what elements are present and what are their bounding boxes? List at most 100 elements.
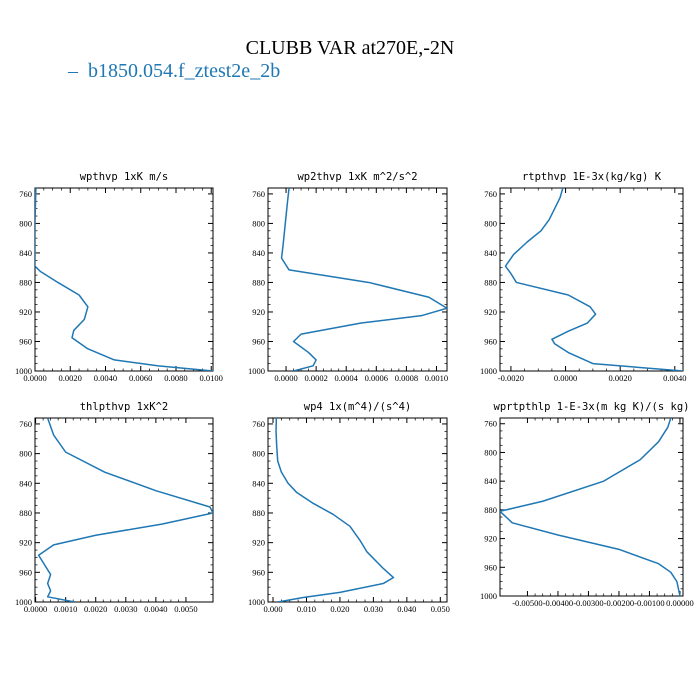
x-tick-label: -0.00400 — [543, 598, 573, 608]
y-tick-label: 920 — [484, 534, 497, 544]
y-tick-label: 1000 — [248, 597, 265, 607]
y-tick-label: 960 — [252, 336, 265, 346]
y-tick-label: 840 — [484, 476, 497, 486]
y-tick-label: 880 — [484, 505, 497, 515]
y-tick-label: 880 — [252, 277, 265, 287]
x-tick-label: 0.040 — [397, 604, 416, 614]
y-tick-label: 1000 — [15, 597, 32, 607]
y-tick-label: 800 — [252, 218, 265, 228]
y-tick-label: 880 — [484, 277, 497, 287]
y-tick-label: 960 — [484, 562, 497, 572]
plot-frame — [34, 187, 214, 372]
y-tick-label: 760 — [484, 189, 497, 199]
y-tick-label: 840 — [19, 248, 32, 258]
series-line — [37, 418, 213, 602]
x-tick-label: 0.0002 — [304, 373, 327, 383]
x-tick-label: 0.0004 — [335, 373, 359, 383]
x-tick-label: 0.030 — [364, 604, 383, 614]
x-tick-label: 0.0100 — [200, 373, 223, 383]
plot-grid: wpthvp 1xK m/s76080084088092096010000.00… — [15, 171, 694, 614]
panel-title: thlpthvp 1xK^2 — [80, 401, 169, 413]
figure-title: CLUBB VAR at270E,-2N — [246, 37, 455, 59]
panel-2: wp2thvp 1xK m^2/s^2 760 800 840 880 920 960 100… — [248, 171, 448, 383]
y-tick-label: 920 — [484, 307, 497, 317]
x-tick-label: 0.0010 — [54, 604, 77, 614]
x-tick-label: 0.000 — [263, 604, 282, 614]
plot-frame — [267, 417, 448, 603]
panel-title: wprtpthlp 1-E-3x(m kg K)/(s kg) — [494, 401, 690, 413]
y-tick-label: 880 — [252, 508, 265, 518]
x-tick-label: 0.0030 — [114, 604, 137, 614]
y-tick-label: 1000 — [480, 366, 497, 376]
y-tick-label: 1000 — [480, 591, 497, 601]
y-tick-label: 760 — [252, 189, 265, 199]
plot-frame — [499, 187, 684, 372]
y-tick-label: 920 — [252, 307, 265, 317]
panel-3: rtpthvp 1E-3x(kg/kg) K 760 800 840 880 920 960… — [480, 171, 686, 383]
x-tick-label: 0.050 — [431, 604, 450, 614]
y-tick-label: 760 — [252, 419, 265, 429]
x-tick-label: -0.00200 — [604, 598, 634, 608]
y-tick-label: 840 — [252, 478, 265, 488]
panel-title: wp4 1x(m^4)/(s^4) — [304, 401, 411, 413]
y-tick-label: 800 — [252, 449, 265, 459]
x-tick-label: -0.0020 — [498, 373, 524, 383]
panel-6: wprtpthlp 1-E-3x(m kg K)/(s kg) 760 800 840… — [480, 401, 694, 608]
x-tick-label: 0.0000 — [274, 373, 297, 383]
x-tick-label: 0.0020 — [59, 373, 82, 383]
panel-5: wp4 1x(m^4)/(s^4)76080084088092096010000… — [248, 401, 450, 614]
plot-frame — [267, 187, 448, 372]
panel-title: wpthvp 1xK m/s — [80, 171, 169, 183]
y-tick-label: 800 — [484, 218, 497, 228]
x-tick-label: 0.0080 — [164, 373, 187, 383]
series-line — [35, 188, 213, 371]
y-tick-label: 840 — [252, 248, 265, 258]
y-tick-label: 920 — [19, 307, 32, 317]
y-tick-label: 800 — [484, 447, 497, 457]
x-tick-label: -0.00500 — [512, 598, 542, 608]
x-tick-label: 0.00000 — [666, 598, 694, 608]
y-tick-label: 840 — [19, 478, 32, 488]
legend: – b1850.054.f_ztest2e_2b — [67, 60, 280, 82]
series-line — [504, 188, 683, 371]
legend-line-marker: – — [67, 60, 79, 82]
x-tick-label: 0.0000 — [23, 373, 46, 383]
panel-1: wpthvp 1xK m/s76080084088092096010000.00… — [15, 171, 223, 383]
y-tick-label: 1000 — [248, 366, 265, 376]
y-tick-label: 880 — [19, 277, 32, 287]
y-tick-label: 920 — [19, 538, 32, 548]
y-tick-label: 880 — [19, 508, 32, 518]
x-tick-label: 0.0010 — [425, 373, 448, 383]
x-tick-label: 0.0006 — [365, 373, 388, 383]
x-tick-label: 0.0000 — [554, 373, 577, 383]
y-tick-label: 920 — [252, 538, 265, 548]
y-tick-label: 800 — [19, 449, 32, 459]
panel-4: thlpthvp 1xK^276080084088092096010000.00… — [15, 401, 214, 614]
x-tick-label: 0.0040 — [663, 373, 686, 383]
y-tick-label: 960 — [252, 567, 265, 577]
series-line — [280, 188, 447, 371]
x-tick-label: 0.0008 — [395, 373, 418, 383]
x-tick-label: 0.0050 — [174, 604, 197, 614]
y-tick-label: 760 — [19, 419, 32, 429]
panel-title: rtpthvp 1E-3x(kg/kg) K — [522, 171, 662, 183]
x-tick-label: 0.020 — [330, 604, 349, 614]
x-tick-label: 0.0000 — [24, 604, 47, 614]
x-tick-label: 0.0020 — [84, 604, 107, 614]
x-tick-label: 0.0040 — [94, 373, 117, 383]
x-tick-label: 0.0020 — [608, 373, 631, 383]
legend-label: b1850.054.f_ztest2e_2b — [88, 60, 280, 82]
x-tick-label: 0.0040 — [144, 604, 167, 614]
y-tick-label: 840 — [484, 248, 497, 258]
x-tick-label: 0.010 — [297, 604, 316, 614]
plot-frame — [34, 417, 214, 603]
x-tick-label: 0.0060 — [129, 373, 152, 383]
y-tick-label: 1000 — [15, 366, 32, 376]
y-tick-label: 960 — [19, 336, 32, 346]
series-line — [500, 418, 681, 596]
x-tick-label: -0.00100 — [634, 598, 664, 608]
panel-title: wp2thvp 1xK m^2/s^2 — [297, 171, 417, 183]
y-tick-label: 760 — [484, 419, 497, 429]
y-tick-label: 760 — [19, 189, 32, 199]
